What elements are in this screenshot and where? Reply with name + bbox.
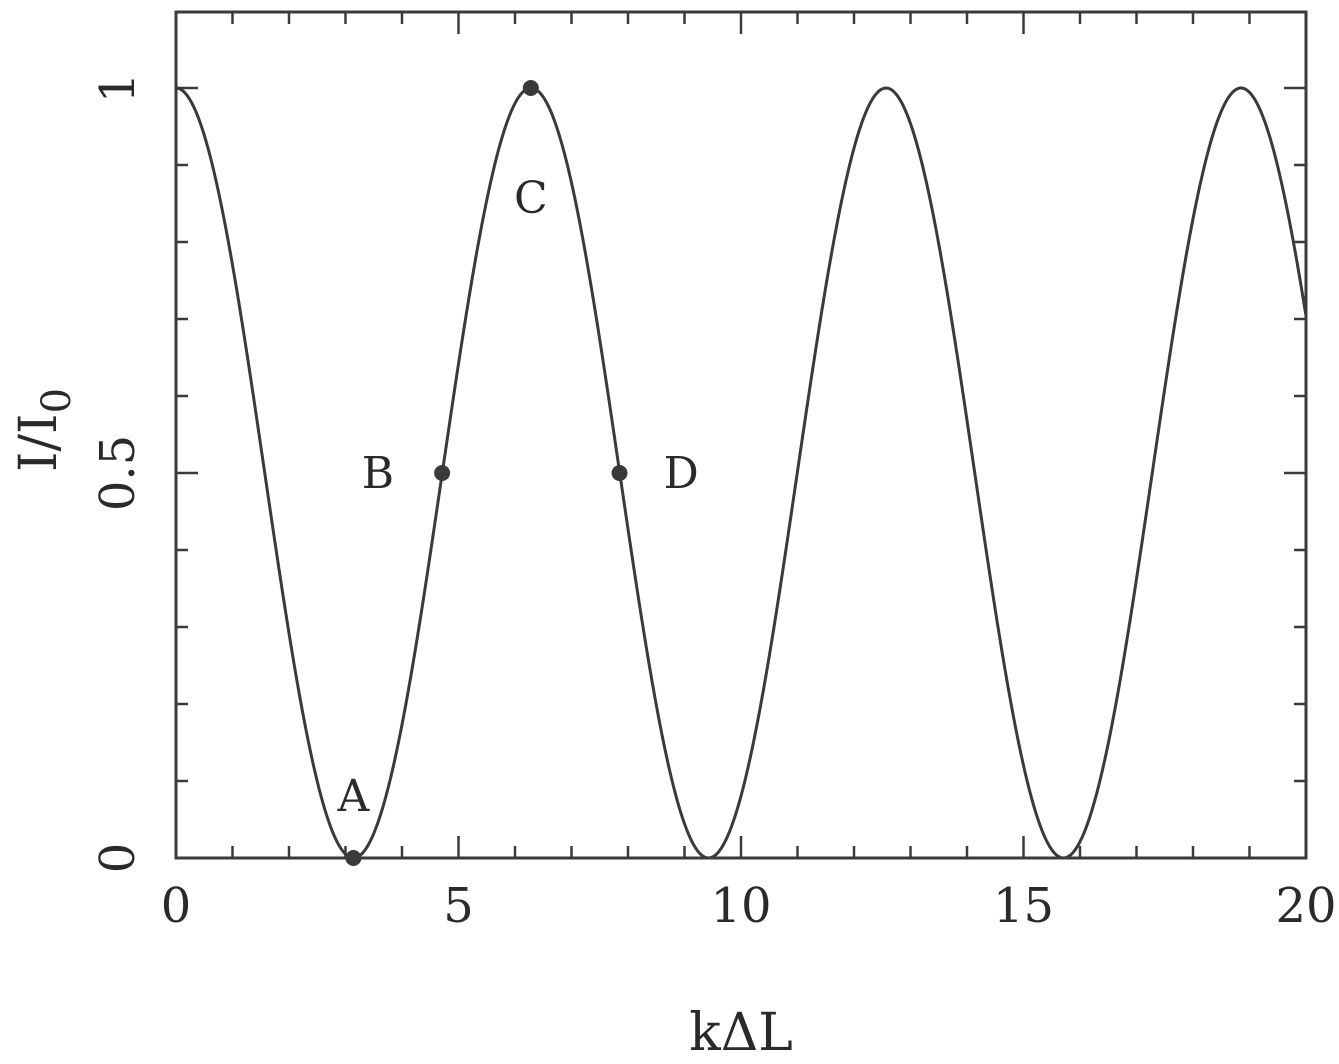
intensity-curve xyxy=(175,86,1308,860)
x-tick-label: 5 xyxy=(443,878,474,934)
y-axis-label: I/I0 xyxy=(9,388,80,472)
point-c-label: C xyxy=(514,173,548,224)
x-tick-label: 10 xyxy=(710,878,771,934)
point-d-marker xyxy=(611,465,628,481)
data-points: A B C D xyxy=(337,80,699,866)
y-tick-labels: 00.51 xyxy=(90,73,146,874)
y-tick-label: 0.5 xyxy=(90,435,146,511)
tick-marks xyxy=(174,12,1308,860)
point-d-label: D xyxy=(664,448,699,499)
y-axis-label-main: I/I xyxy=(9,413,69,472)
x-tick-labels: 0 5 10 15 20 xyxy=(161,878,1337,934)
point-b-marker xyxy=(434,465,451,481)
point-a-label: A xyxy=(337,771,371,822)
x-tick-label: 20 xyxy=(1275,878,1336,934)
point-a-marker xyxy=(345,850,362,866)
x-tick-label: 15 xyxy=(993,878,1054,934)
y-axis-label-subscript: 0 xyxy=(34,388,80,413)
x-tick-label: 0 xyxy=(161,878,192,934)
x-axis-label: kΔL xyxy=(689,1003,793,1063)
point-b-label: B xyxy=(362,448,394,499)
plot-frame xyxy=(174,10,1308,860)
point-c-marker xyxy=(522,80,539,96)
y-tick-label: 1 xyxy=(90,73,146,104)
y-tick-label: 0 xyxy=(90,843,146,874)
